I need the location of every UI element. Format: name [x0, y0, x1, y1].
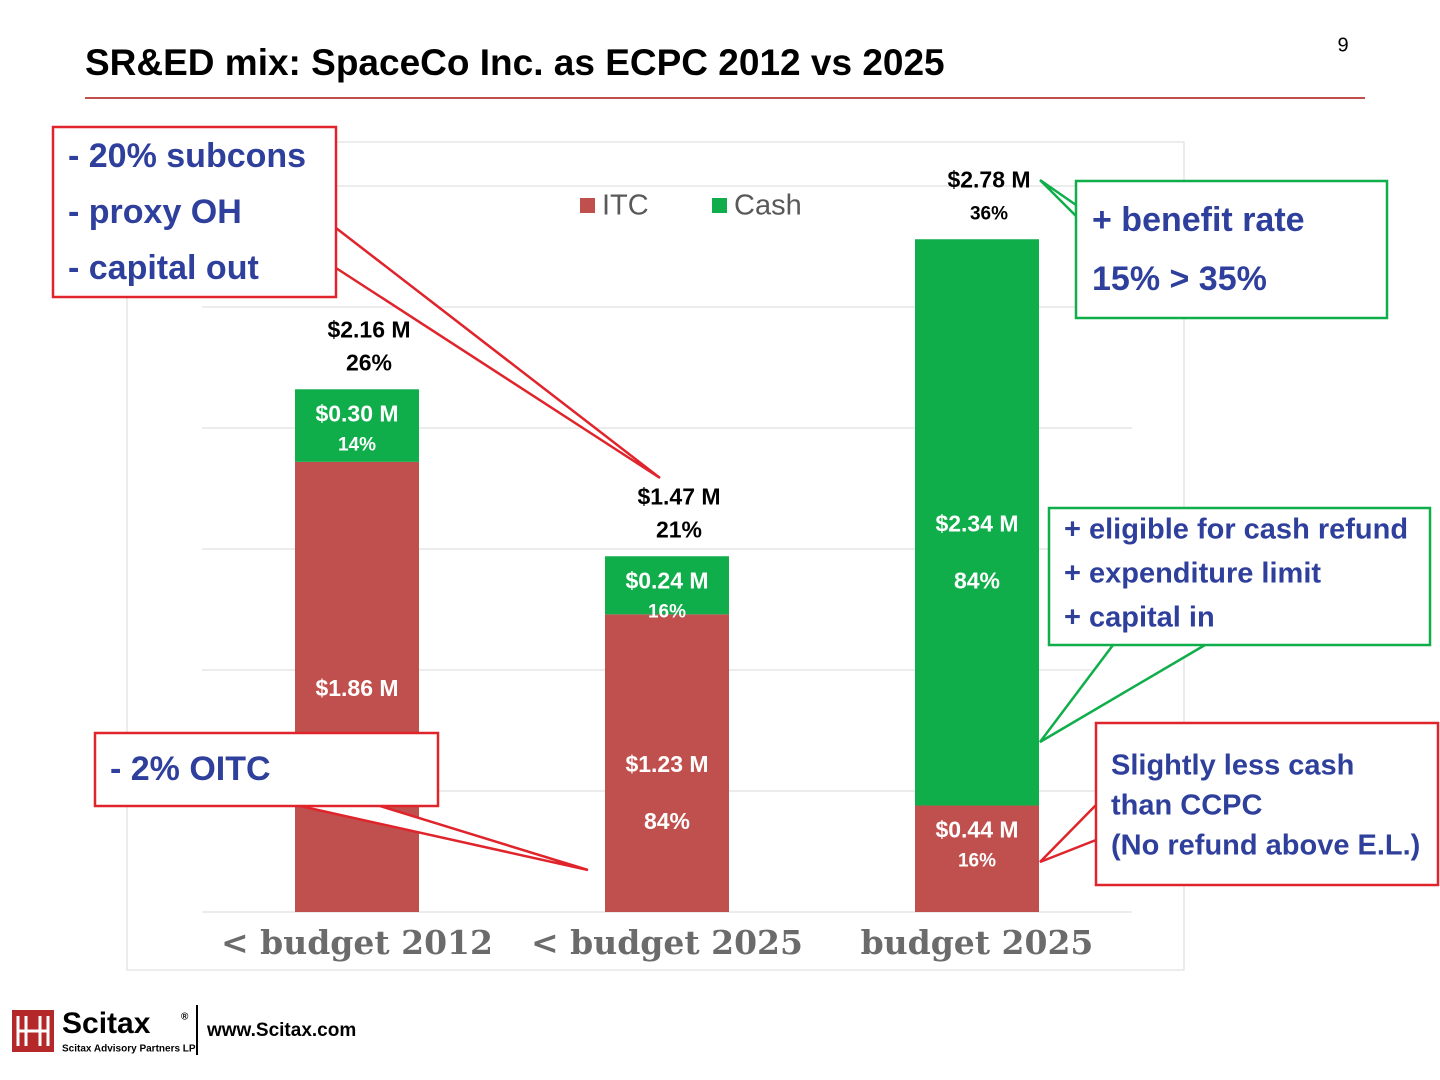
legend-swatch	[712, 198, 727, 213]
total-share-label: 21%	[656, 516, 702, 542]
footer: Scitax ® Scitax Advisory Partners LP www…	[12, 1005, 356, 1055]
callout-box	[1047, 506, 1432, 647]
callout-box	[1094, 721, 1440, 887]
value-label: $0.24 M	[625, 567, 708, 593]
legend-swatch	[580, 198, 595, 213]
brand: Scitax	[62, 1007, 151, 1040]
value-label: $0.30 M	[315, 400, 398, 426]
callout-box	[1074, 179, 1389, 320]
bar-segment	[295, 461, 419, 912]
callout-text: + capital in	[1064, 602, 1215, 634]
slide-title: SR&ED mix: SpaceCo Inc. as ECPC 2012 vs …	[85, 42, 945, 83]
callout-text: + expenditure limit	[1064, 558, 1321, 590]
callout-text: than CCPC	[1111, 790, 1263, 822]
bar-segment	[915, 239, 1039, 806]
callout-text: - 2% OITC	[110, 750, 271, 788]
callout-text: 15% > 35%	[1092, 260, 1267, 298]
callout-text: - capital out	[68, 249, 259, 287]
share-label: 84%	[954, 567, 1000, 593]
total-label: $1.47 M	[637, 483, 720, 509]
value-label: $0.44 M	[935, 817, 1018, 843]
legend-label: Cash	[734, 190, 802, 222]
callout-text: + eligible for cash refund	[1064, 514, 1408, 546]
legend-label: ITC	[602, 190, 649, 222]
bar-segment	[915, 805, 1039, 912]
page-number: 9	[1337, 34, 1348, 56]
callout-text: + benefit rate	[1092, 201, 1305, 239]
total-share-label: 36%	[970, 203, 1008, 224]
total-label: $2.16 M	[327, 316, 410, 342]
bar-segment	[295, 389, 419, 462]
share-label: 14%	[338, 434, 376, 455]
logo-pattern	[16, 1016, 50, 1046]
value-label: $1.86 M	[315, 675, 398, 701]
callout-box	[51, 125, 338, 299]
tagline: Scitax Advisory Partners LP	[62, 1044, 196, 1055]
url: www.Scitax.com	[206, 1020, 356, 1041]
bar-segment	[605, 556, 729, 615]
callout-pointer	[299, 804, 589, 872]
callout-text: - proxy OH	[68, 193, 242, 231]
share-label: 16%	[648, 601, 686, 622]
callout-pointer	[1039, 643, 1206, 744]
callout-pointer	[335, 227, 661, 480]
callouts: - 20% subcons - proxy OH - capital out + be…	[51, 125, 1440, 887]
callout-pointer	[1039, 804, 1097, 864]
value-label: $1.23 M	[625, 751, 708, 777]
brand-mark: ®	[181, 1012, 189, 1023]
callout-text: (No refund above E.L.)	[1111, 830, 1420, 862]
callout-box	[93, 731, 440, 808]
value-label: $2.34 M	[935, 510, 1018, 536]
share-label: 84%	[644, 808, 690, 834]
x-tick-label: budget 2025	[861, 923, 1094, 962]
callout-text: Slightly less cash	[1111, 750, 1354, 782]
share-label: 16%	[958, 851, 996, 872]
callout-text: - 20% subcons	[68, 137, 306, 175]
x-tick-label: < budget 2025	[531, 923, 803, 962]
total-share-label: 26%	[346, 349, 392, 375]
bar-segment	[605, 614, 729, 912]
x-tick-label: < budget 2012	[221, 923, 493, 962]
total-label: $2.78 M	[947, 166, 1030, 192]
